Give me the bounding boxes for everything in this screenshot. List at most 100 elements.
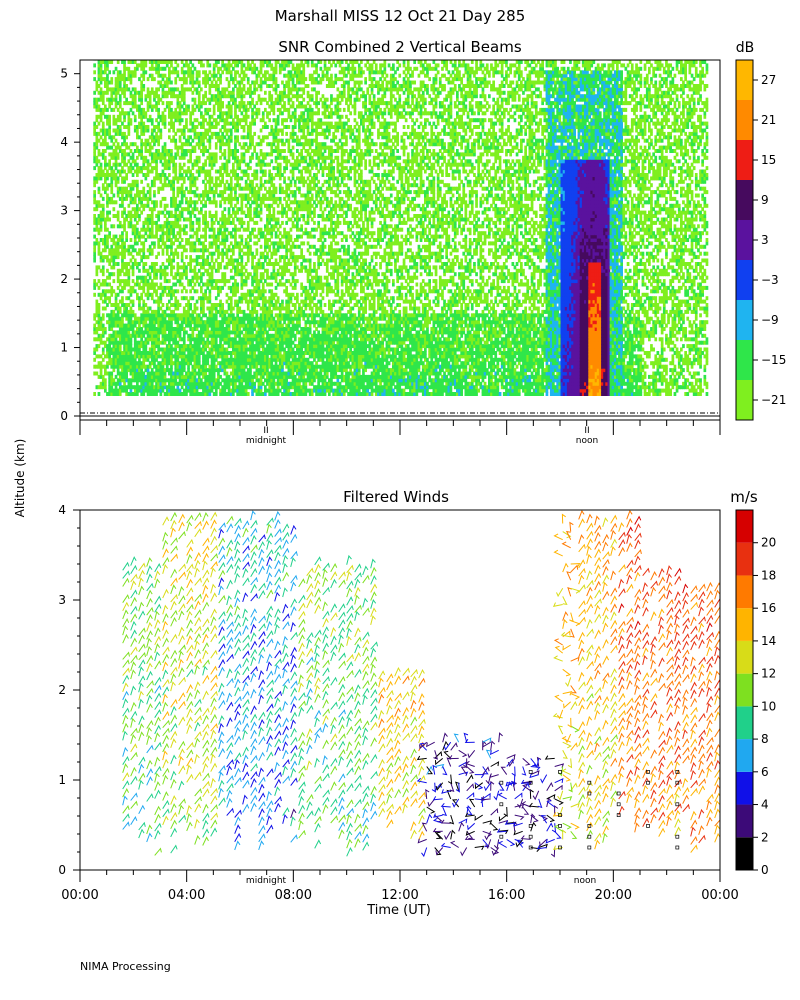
snr-cell	[264, 155, 267, 160]
snr-cell	[214, 142, 218, 147]
snr-cell	[121, 135, 124, 140]
snr-cell	[116, 73, 120, 78]
snr-cell	[104, 388, 107, 393]
snr-cell	[106, 90, 109, 95]
snr-cell	[144, 303, 148, 307]
snr-cell	[104, 80, 107, 85]
snr-cell	[234, 186, 237, 191]
snr-cell	[259, 217, 263, 222]
snr-cell	[101, 183, 105, 188]
snr-cell	[93, 128, 96, 133]
snr-cell	[142, 364, 146, 369]
snr-cell	[121, 351, 124, 355]
snr-cell	[121, 354, 124, 359]
snr-cell	[155, 231, 158, 236]
snr-cell	[244, 262, 248, 266]
snr-cell	[110, 347, 114, 352]
snr-cell	[140, 149, 143, 153]
snr-cell	[140, 351, 143, 355]
snr-cell	[112, 272, 116, 277]
snr-cell	[253, 255, 256, 260]
snr-cell	[208, 142, 212, 147]
snr-cell	[142, 268, 146, 273]
snr-cell	[180, 186, 184, 191]
snr-cell	[114, 97, 118, 102]
snr-cell	[99, 169, 103, 174]
snr-cell	[114, 320, 118, 325]
snr-cell	[136, 292, 139, 297]
snr-cell	[138, 152, 141, 157]
snr-cell	[131, 333, 135, 338]
snr-cell	[95, 107, 99, 112]
snr-cell	[136, 162, 139, 167]
snr-cell	[161, 234, 165, 239]
snr-cell	[118, 347, 122, 352]
snr-cell	[116, 145, 120, 150]
snr-cell	[99, 337, 103, 342]
snr-cell	[140, 354, 143, 359]
snr-cell	[108, 371, 111, 376]
snr-cell	[101, 121, 105, 126]
snr-cell	[97, 73, 101, 78]
snr-cell	[165, 203, 169, 208]
snr-cell	[97, 265, 101, 270]
snr-cell	[206, 255, 210, 260]
snr-cell	[148, 186, 152, 191]
snr-cell	[197, 361, 201, 366]
snr-cell	[121, 152, 124, 157]
snr-cell	[138, 207, 141, 212]
snr-cell	[255, 114, 259, 119]
snr-cell	[99, 374, 103, 379]
snr-cell	[214, 186, 218, 191]
snr-cell	[140, 90, 143, 95]
snr-cell	[110, 97, 114, 102]
snr-cell	[106, 97, 109, 102]
snr-cell	[229, 190, 233, 195]
snr-cell	[123, 378, 126, 383]
snr-cell	[108, 196, 111, 201]
snr-cell	[142, 378, 146, 383]
snr-cell	[142, 388, 146, 393]
snr-cell	[95, 135, 99, 140]
snr-cell	[116, 347, 120, 352]
snr-cell	[195, 289, 199, 294]
snr-cell	[118, 381, 122, 386]
snr-cell	[104, 63, 107, 68]
snr-cell	[136, 262, 139, 266]
snr-cell	[133, 217, 137, 222]
snr-cell	[123, 279, 126, 284]
snr-cell	[138, 357, 141, 362]
snr-cell	[133, 196, 137, 201]
snr-cell	[123, 80, 126, 85]
snr-cell	[97, 107, 101, 112]
snr-cell	[116, 251, 120, 256]
snr-cell	[125, 337, 128, 342]
snr-cell	[142, 323, 146, 328]
snr-cell	[101, 210, 105, 215]
snr-cell	[125, 268, 128, 273]
snr-cell	[110, 186, 114, 191]
snr-cell	[99, 327, 103, 331]
snr-cell	[125, 135, 128, 140]
snr-cell	[106, 255, 109, 260]
snr-cell	[110, 155, 114, 160]
snr-cell	[127, 337, 131, 342]
snr-cell	[131, 361, 135, 366]
snr-cell	[246, 173, 250, 177]
snr-cell	[125, 330, 128, 335]
snr-cell	[142, 316, 146, 321]
snr-cell	[138, 347, 141, 352]
snr-cell	[189, 114, 192, 119]
snr-cell	[114, 241, 118, 246]
snr-cell	[208, 145, 212, 150]
snr-cell	[127, 309, 131, 314]
snr-cell	[112, 279, 116, 284]
snr-cell	[136, 371, 139, 376]
snr-cell	[225, 292, 229, 297]
snr-cell	[127, 145, 131, 150]
snr-cell	[104, 186, 107, 191]
snr-cell	[131, 279, 135, 284]
snr-cell	[114, 104, 118, 109]
snr-cell	[106, 320, 109, 325]
snr-cell	[259, 84, 263, 88]
